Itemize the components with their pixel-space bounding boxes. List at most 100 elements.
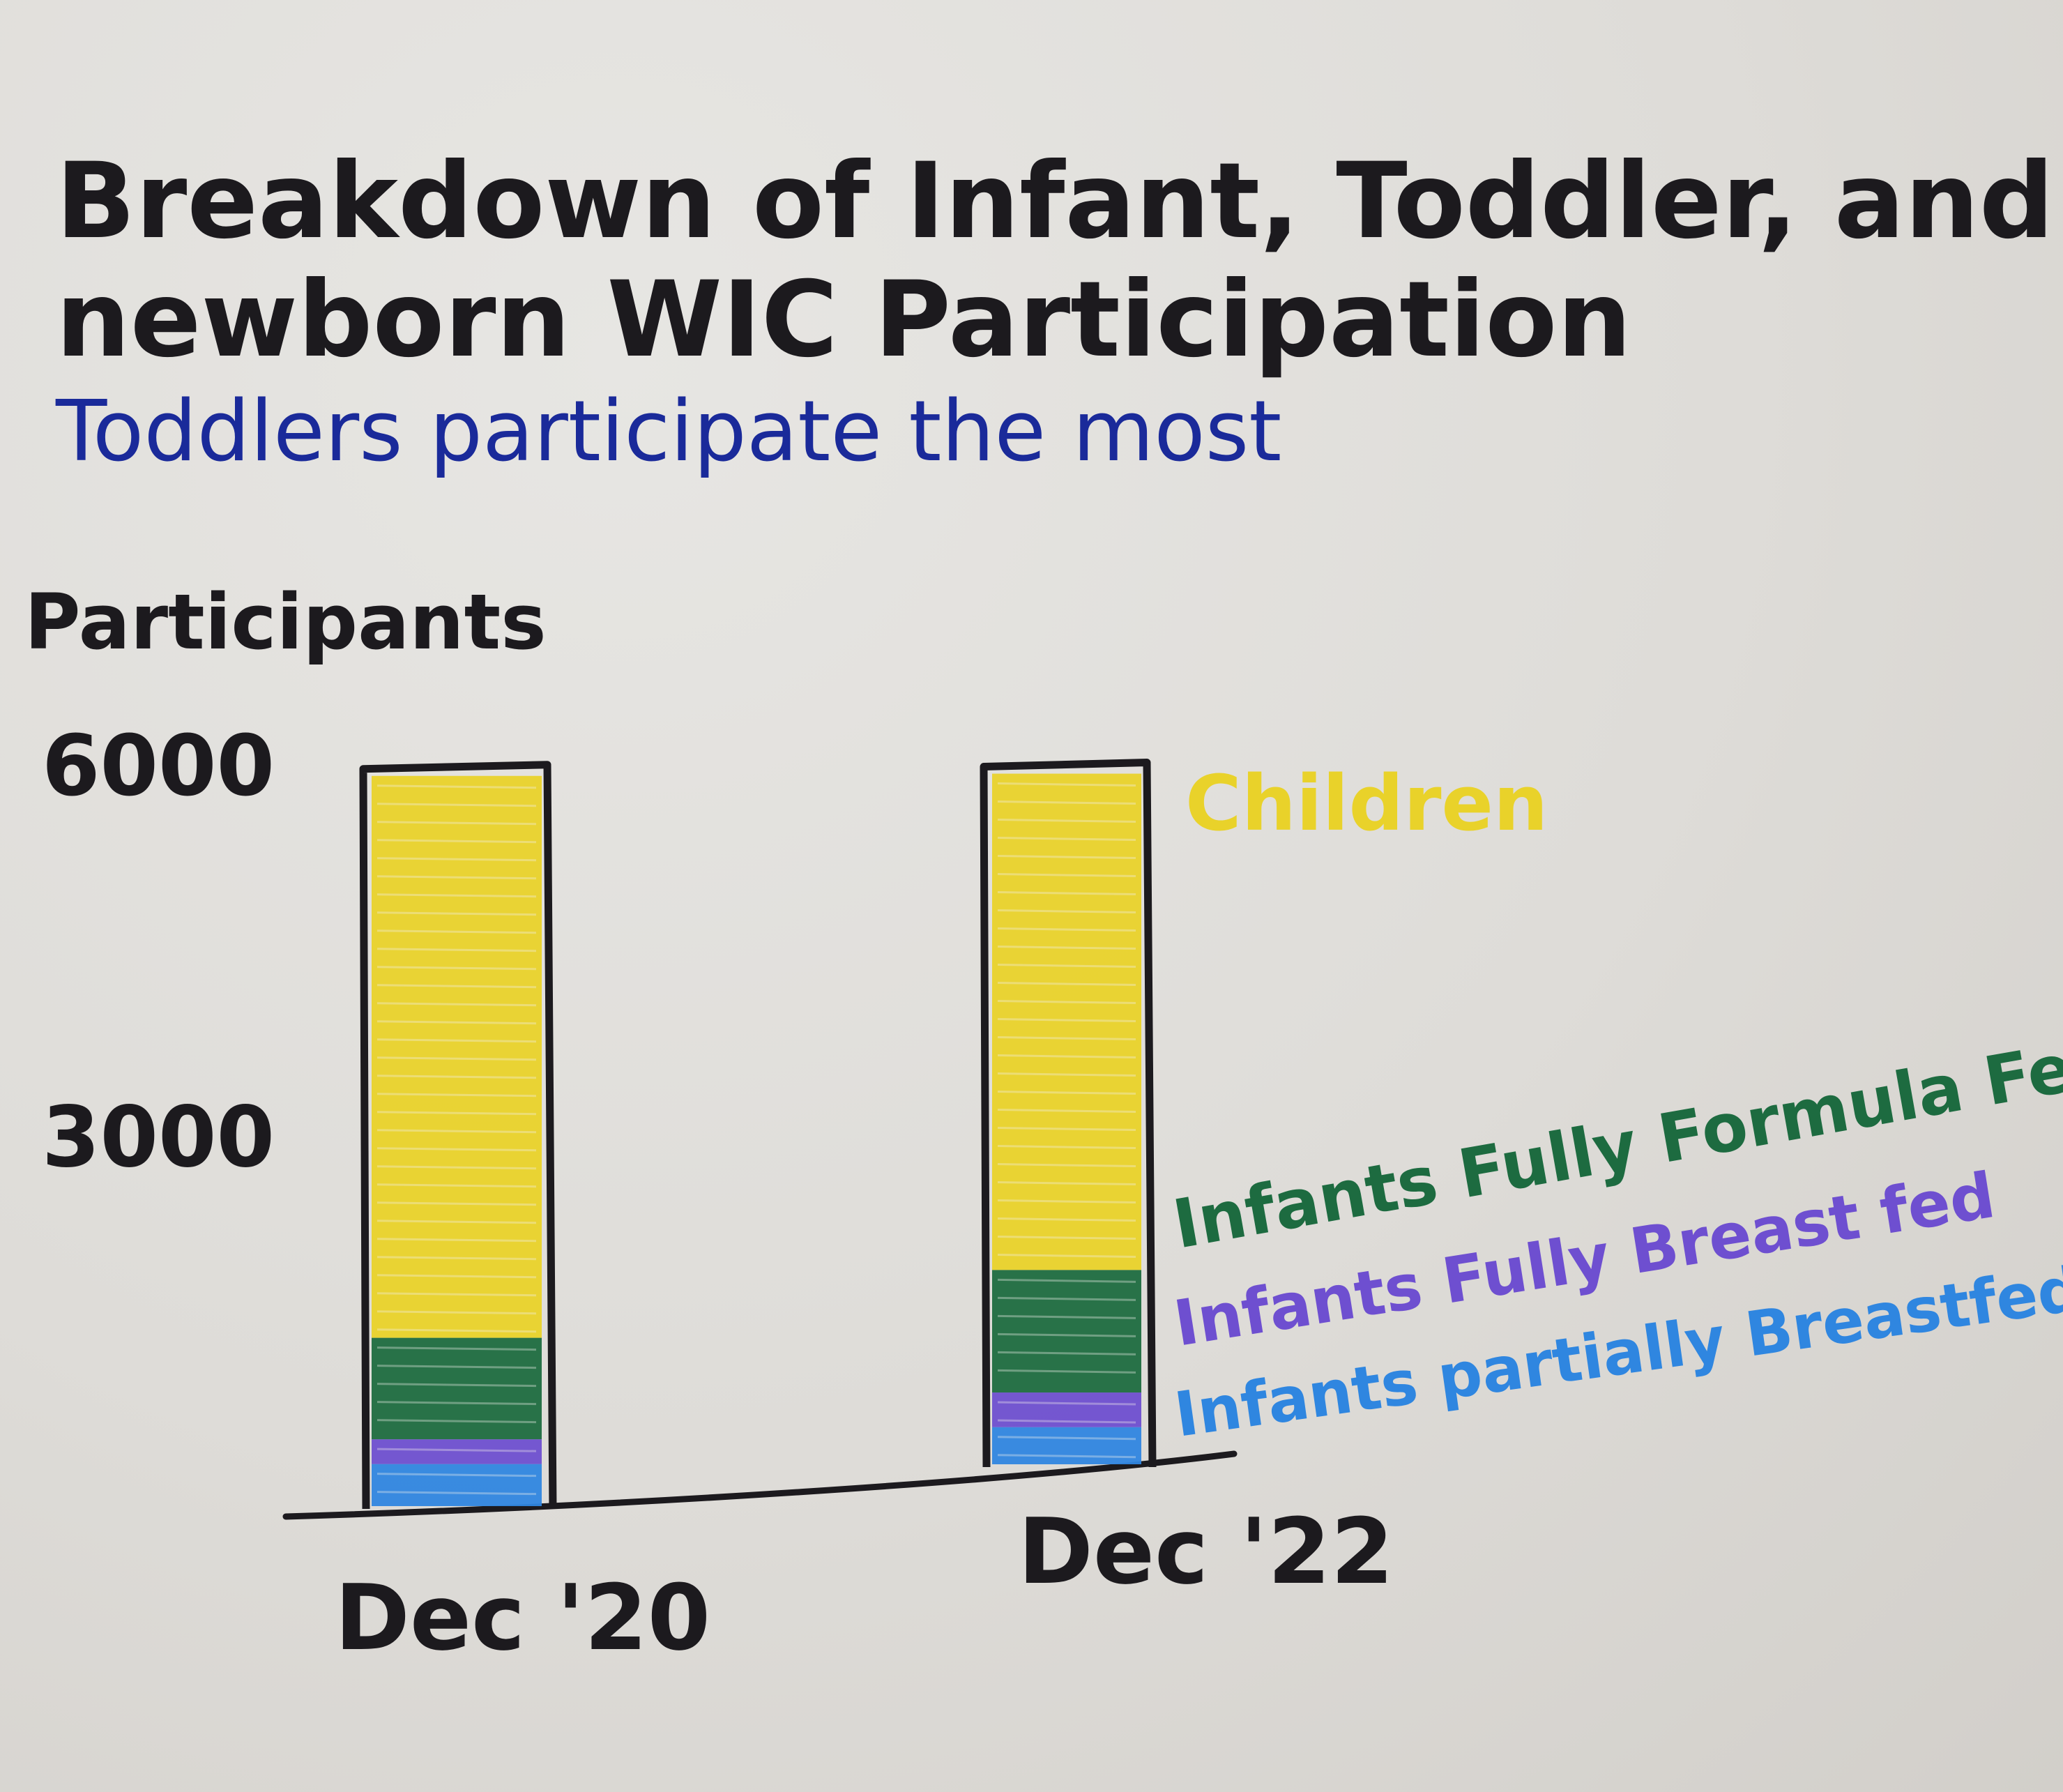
marker-stroke [997, 1436, 1136, 1441]
marker-stroke [997, 1332, 1136, 1337]
marker-stroke [376, 1310, 537, 1315]
legend-label: Children [1185, 759, 1548, 848]
marker-stroke [376, 821, 537, 826]
marker-stroke [997, 1072, 1136, 1077]
bar-segment [372, 775, 542, 1338]
marker-stroke [997, 1351, 1136, 1356]
marker-stroke [376, 1491, 537, 1496]
marker-stroke [997, 1181, 1136, 1186]
y-tick-label: 3000 [42, 1090, 275, 1187]
marker-stroke [376, 893, 537, 898]
chart-title-line-1: Breakdown of Infant, Toddler, and [56, 141, 2054, 262]
bars-group [359, 759, 1157, 1510]
marker-stroke [376, 1093, 537, 1098]
marker-stroke [376, 1401, 537, 1406]
marker-stroke [997, 1236, 1136, 1240]
marker-stroke [376, 1075, 537, 1079]
marker-stroke [997, 1296, 1136, 1301]
x-axis-labels: Dec '20 Dec '22 [335, 1498, 1394, 1671]
marker-stroke [376, 1129, 537, 1134]
x-axis-baseline [282, 1450, 1238, 1520]
bar-segment [372, 1337, 542, 1440]
marker-stroke [376, 1274, 537, 1279]
marker-stroke [376, 1383, 537, 1388]
marker-stroke [376, 839, 537, 844]
marker-stroke [376, 875, 537, 880]
bar-segment [992, 1427, 1141, 1464]
marker-stroke [997, 1109, 1136, 1114]
marker-stroke [376, 1056, 537, 1061]
marker-stroke [997, 964, 1136, 969]
marker-stroke [997, 855, 1136, 860]
marker-stroke [997, 927, 1136, 932]
marker-stroke [376, 1147, 537, 1152]
marker-stroke [997, 873, 1136, 878]
marker-stroke [997, 1254, 1136, 1259]
marker-stroke [376, 911, 537, 916]
marker-stroke [376, 1448, 537, 1452]
bar-segment [992, 1392, 1141, 1427]
marker-stroke [376, 1165, 537, 1170]
marker-stroke [376, 1473, 537, 1478]
marker-stroke [376, 929, 537, 934]
marker-stroke [376, 803, 537, 807]
marker-stroke [997, 1278, 1136, 1283]
marker-stroke [997, 1127, 1136, 1132]
marker-stroke [376, 857, 537, 862]
marker-stroke [997, 819, 1136, 823]
bar-outline [359, 761, 557, 1510]
marker-stroke [997, 1369, 1136, 1374]
x-tick-label: Dec '22 [1018, 1498, 1394, 1604]
marker-stroke [997, 1018, 1136, 1023]
marker-stroke [376, 784, 537, 789]
marker-stroke [376, 1238, 537, 1243]
marker-stroke [997, 800, 1136, 805]
bar-segment [992, 773, 1141, 1270]
marker-stroke [997, 782, 1136, 787]
bar-stack [359, 761, 557, 1510]
marker-stroke [997, 909, 1136, 914]
y-tick-label: 6000 [42, 718, 275, 815]
marker-stroke [376, 1419, 537, 1424]
marker-stroke [376, 1111, 537, 1116]
marker-stroke [376, 1183, 537, 1188]
marker-stroke [997, 1454, 1136, 1459]
y-axis-label: Participants [24, 577, 547, 667]
marker-stroke [997, 837, 1136, 842]
marker-stroke [376, 966, 537, 971]
marker-stroke [376, 1220, 537, 1224]
marker-stroke [376, 1256, 537, 1261]
marker-stroke [376, 1292, 537, 1297]
marker-stroke [376, 984, 537, 989]
marker-stroke [376, 948, 537, 952]
marker-stroke [376, 1020, 537, 1025]
marker-stroke [997, 946, 1136, 950]
marker-stroke [997, 1217, 1136, 1222]
marker-stroke [997, 1000, 1136, 1005]
marker-stroke [376, 1201, 537, 1206]
chart-title-line-2: newborn WIC Participation [56, 259, 1631, 381]
marker-stroke [997, 1145, 1136, 1150]
bar-segment [372, 1464, 542, 1506]
bar-outline [980, 759, 1157, 1468]
marker-stroke [997, 1419, 1136, 1424]
bar-stack [980, 759, 1157, 1468]
marker-stroke [376, 1365, 537, 1369]
marker-stroke [997, 1401, 1136, 1406]
bar-segment [992, 1270, 1141, 1393]
y-axis-ticks: 6000 3000 [42, 718, 275, 1187]
marker-stroke [997, 1314, 1136, 1319]
marker-stroke [997, 1091, 1136, 1095]
marker-stroke [997, 891, 1136, 896]
marker-stroke [376, 1346, 537, 1351]
marker-stroke [997, 982, 1136, 987]
marker-stroke [997, 1054, 1136, 1059]
marker-stroke [997, 1163, 1136, 1168]
chart-subtitle: Toddlers participate the most [55, 384, 1281, 480]
x-tick-label: Dec '20 [335, 1565, 710, 1671]
marker-stroke [376, 1038, 537, 1043]
bar-segment [372, 1439, 542, 1464]
